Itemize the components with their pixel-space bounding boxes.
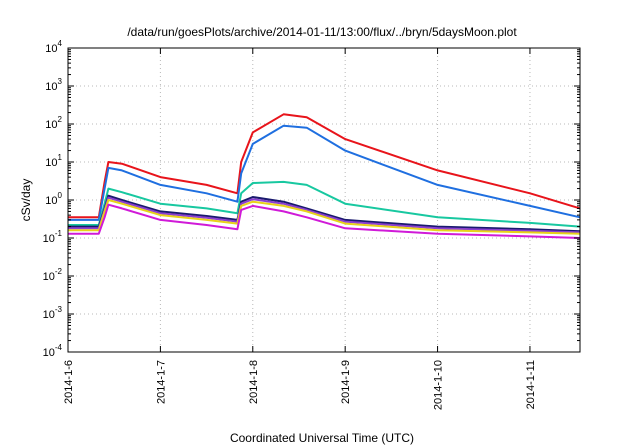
series-layer bbox=[68, 113, 581, 239]
y-tick-label: 10-1 bbox=[43, 229, 63, 245]
y-tick-label: 102 bbox=[45, 115, 62, 131]
y-tick-label: 10-4 bbox=[43, 343, 63, 359]
x-tick-label: 2014-1-9 bbox=[340, 360, 352, 404]
y-tick-label: 10-2 bbox=[43, 267, 63, 283]
x-axis-label: Coordinated Universal Time (UTC) bbox=[230, 431, 414, 445]
x-tick-label: 2014-1-11 bbox=[525, 360, 537, 409]
x-axis-ticks: 2014-1-6 2014-1-7 2014-1-8 2014-1-9 2014-1-1… bbox=[63, 48, 537, 410]
y-tick-label: 100 bbox=[45, 191, 62, 207]
y-tick-label: 104 bbox=[45, 39, 62, 55]
y-axis-label: cSv/day bbox=[19, 179, 33, 222]
y-tick-label: 101 bbox=[45, 153, 62, 169]
y-tick-label: 103 bbox=[45, 77, 62, 93]
series-line-3 bbox=[68, 180, 581, 228]
x-tick-label: 2014-1-7 bbox=[155, 360, 167, 404]
chart-title: /data/run/goesPlots/archive/2014-01-11/1… bbox=[127, 25, 517, 39]
y-tick-label: 10-3 bbox=[43, 305, 63, 321]
series-line-7 bbox=[68, 203, 581, 239]
series-line-2 bbox=[68, 124, 581, 221]
x-tick-label: 2014-1-6 bbox=[63, 360, 75, 404]
x-tick-label: 2014-1-10 bbox=[433, 360, 445, 410]
x-tick-label: 2014-1-8 bbox=[248, 360, 260, 404]
series-line-1 bbox=[68, 113, 581, 219]
grid bbox=[68, 48, 580, 352]
series-line-4 bbox=[68, 194, 581, 233]
